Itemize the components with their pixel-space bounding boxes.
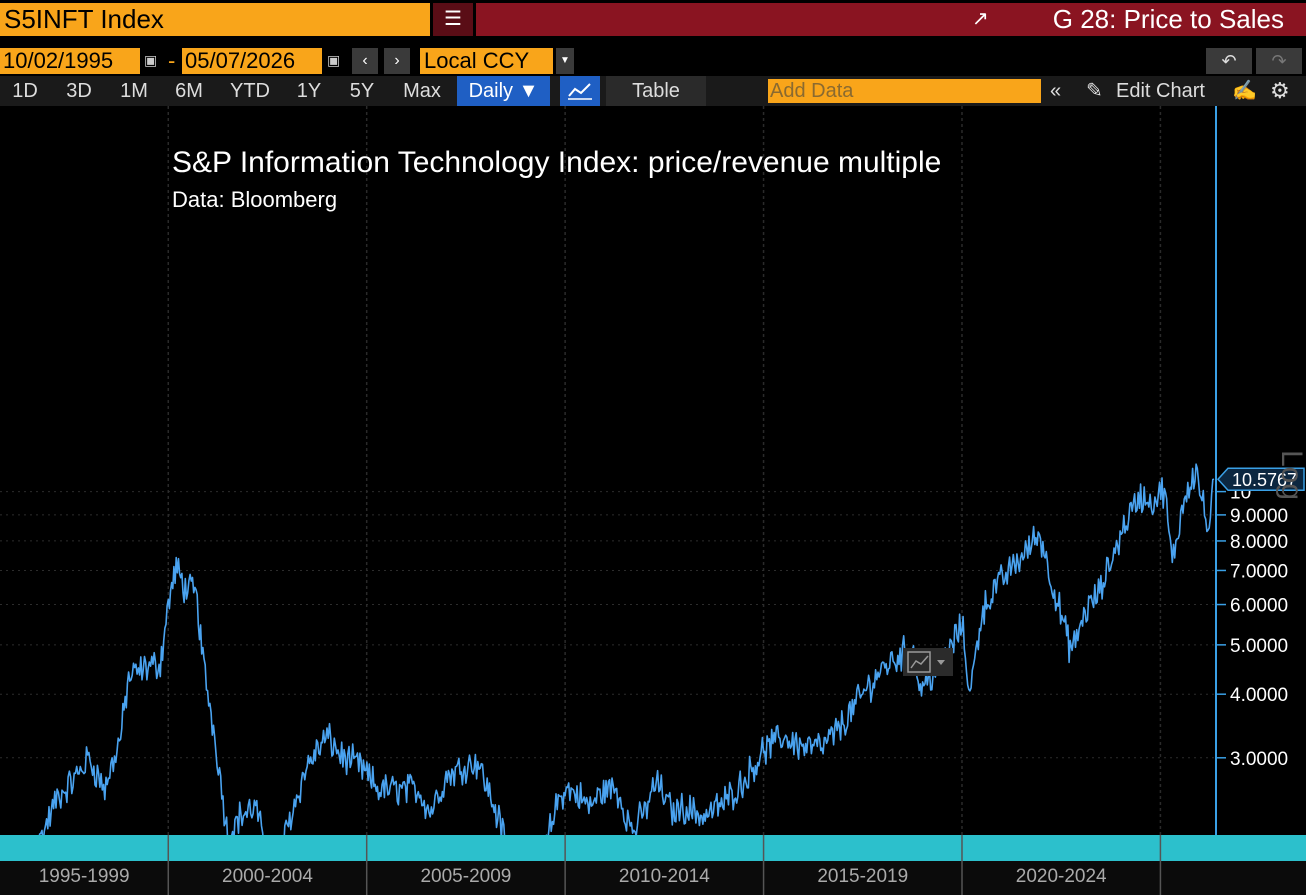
chart-type-mini-button[interactable] (903, 648, 953, 676)
y-tick-label: 6.0000 (1230, 596, 1288, 617)
line-chart-button[interactable] (560, 76, 600, 106)
redo-button[interactable]: ↷ (1256, 48, 1302, 74)
chart-toolbar: 1D 3D 1M 6M YTD 1Y 5Y Max Daily ▼ Table … (0, 76, 1306, 106)
chart-subtitle: Data: Bloomberg (172, 187, 338, 212)
x-axis-bands: 1995-1999 2000-2004 2005-2009 2010-2014 2015… (39, 835, 1162, 895)
ticker-dropdown-button[interactable]: ☰ (433, 3, 473, 36)
line-chart-icon (568, 83, 592, 100)
series-line (0, 463, 1215, 895)
chevron-right-icon: › (394, 52, 400, 69)
calendar-icon[interactable]: ▣ (144, 52, 158, 68)
y-tick-label: 4.0000 (1230, 685, 1288, 706)
series-layer (0, 463, 1215, 895)
period-6m-button[interactable]: 6M (175, 80, 203, 102)
currency-select[interactable]: Local CCY (420, 48, 553, 74)
collapse-icon[interactable]: « (1050, 80, 1062, 102)
gear-icon[interactable]: ⚙ (1270, 78, 1290, 103)
ticker-field[interactable]: S5INFT Index (0, 3, 430, 36)
next-range-button[interactable]: › (384, 48, 410, 74)
redo-icon: ↷ (1271, 51, 1287, 71)
edit-chart-button[interactable]: Edit Chart (1116, 80, 1205, 102)
last-value-marker: 10.5767 (1216, 467, 1305, 491)
function-title: G 28: Price to Sales (1052, 4, 1284, 34)
add-data-input[interactable] (768, 79, 1041, 103)
menu-icon: ☰ (444, 8, 462, 30)
last-value-label: 10.5767 (1232, 470, 1297, 490)
last-value-box (1216, 467, 1305, 491)
x-tick-label: 1995-1999 (39, 866, 130, 887)
y-tick-label: 5.0000 (1230, 636, 1288, 657)
date-separator: - (168, 48, 176, 73)
x-axis-band (0, 835, 1306, 861)
chevron-down-icon: ▼ (560, 55, 570, 66)
period-3d-button[interactable]: 3D (66, 80, 92, 102)
period-5y-button[interactable]: 5Y (349, 80, 375, 102)
title-bar: ↗ G 28: Price to Sales (476, 3, 1306, 36)
y-tick-label: 7.0000 (1230, 561, 1288, 582)
price-to-sales-chart: 2.00003.00004.00005.00006.00007.00008.00… (0, 106, 1306, 895)
period-1y-button[interactable]: 1Y (296, 80, 322, 102)
top-bar: S5INFT Index ☰ ↗ G 28: Price to Sales (0, 0, 1306, 40)
y-tick-label: 8.0000 (1230, 532, 1288, 553)
period-1d-button[interactable]: 1D (12, 80, 38, 102)
x-tick-label: 2010-2014 (619, 866, 710, 887)
grid-lines (167, 106, 1162, 835)
x-tick-label: 2005-2009 (420, 866, 511, 887)
table-button[interactable]: Table (606, 76, 706, 106)
frequency-select[interactable]: Daily ▼ (457, 76, 550, 106)
annotate-icon[interactable]: ✍ (1232, 80, 1257, 102)
y-tick-label: 9.0000 (1230, 506, 1288, 527)
period-max-button[interactable]: Max (403, 80, 441, 102)
x-tick-label: 2015-2019 (817, 866, 908, 887)
chevron-left-icon: ‹ (362, 52, 368, 69)
export-icon[interactable]: ↗ (972, 8, 989, 30)
chart-title: S&P Information Technology Index: price/… (172, 146, 942, 179)
calendar-icon[interactable]: ▣ (327, 52, 341, 68)
currency-dropdown-button[interactable]: ▼ (556, 48, 574, 74)
y-scale-label: Log (1275, 450, 1306, 500)
period-ytd-button[interactable]: YTD (230, 80, 270, 102)
period-1m-button[interactable]: 1M (120, 80, 148, 102)
end-date-field[interactable]: 05/07/2026 (182, 48, 322, 74)
x-tick-label: 2020-2024 (1016, 866, 1107, 887)
date-bar: 10/02/1995 ▣ - 05/07/2026 ▣ ‹ › Local CC… (0, 46, 1306, 76)
y-tick-labels: 2.00003.00004.00005.00006.00007.00008.00… (1216, 483, 1288, 859)
undo-icon: ↶ (1221, 51, 1237, 71)
undo-button[interactable]: ↶ (1206, 48, 1252, 74)
mini-line-chart-icon (907, 651, 945, 673)
start-date-field[interactable]: 10/02/1995 (0, 48, 140, 74)
pencil-icon[interactable]: ✎ (1086, 80, 1103, 102)
x-tick-label: 2000-2004 (222, 866, 313, 887)
y-tick-label: 3.0000 (1230, 749, 1288, 770)
prev-range-button[interactable]: ‹ (352, 48, 378, 74)
